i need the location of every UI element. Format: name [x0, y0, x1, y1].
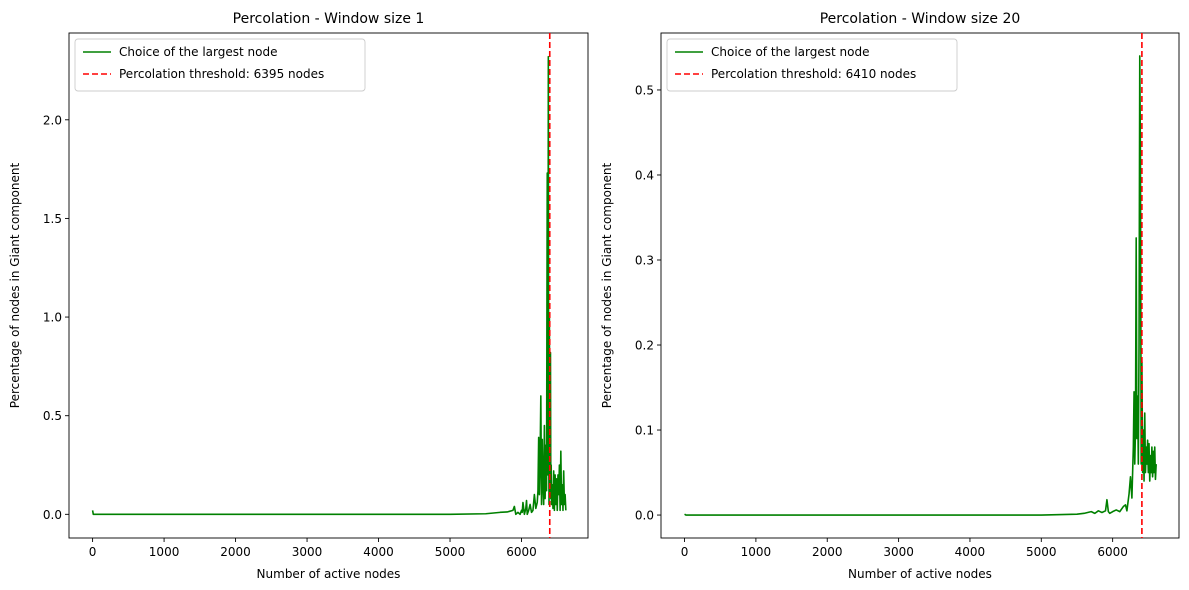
legend-label-series: Choice of the largest node	[119, 45, 277, 59]
x-tick-label: 2000	[220, 545, 251, 559]
x-axis-label: Number of active nodes	[257, 567, 401, 581]
legend-label-threshold: Percolation threshold: 6410 nodes	[711, 67, 916, 81]
x-tick-label: 1000	[741, 545, 772, 559]
y-tick-label: 0.5	[635, 83, 654, 97]
y-tick-label: 2.0	[43, 113, 62, 127]
y-tick-label: 0.0	[43, 508, 62, 522]
chart-window-size-1: Percolation - Window size 1 0 1000 2000 3000…	[8, 11, 588, 581]
plot-area-frame	[69, 33, 588, 538]
chart-window-size-20: Percolation - Window size 20 0 1000 2000 300…	[600, 11, 1179, 581]
y-tick-label: 0.3	[635, 253, 654, 267]
chart-title: Percolation - Window size 1	[233, 11, 425, 27]
x-tick-label: 3000	[883, 545, 914, 559]
x-tick-label: 2000	[812, 545, 843, 559]
y-axis-label: Percentage of nodes in Giant component	[600, 162, 614, 408]
x-tick-label: 6000	[506, 545, 537, 559]
x-tick-label: 0	[681, 545, 689, 559]
series-line-largest-node	[685, 56, 1157, 515]
y-tick-label: 1.0	[43, 311, 62, 325]
chart-title: Percolation - Window size 20	[820, 11, 1021, 27]
y-tick-label: 0.1	[635, 424, 654, 438]
x-tick-label: 4000	[955, 545, 986, 559]
legend-label-threshold: Percolation threshold: 6395 nodes	[119, 67, 324, 81]
x-tick-label: 1000	[149, 545, 180, 559]
y-tick-label: 0.2	[635, 339, 654, 353]
legend-label-series: Choice of the largest node	[711, 45, 869, 59]
x-tick-label: 5000	[435, 545, 466, 559]
x-tick-label: 6000	[1097, 545, 1128, 559]
plot-area-frame	[661, 33, 1179, 538]
x-tick-label: 4000	[363, 545, 394, 559]
y-tick-label: 0.4	[635, 168, 654, 182]
y-tick-label: 0.0	[635, 509, 654, 523]
x-tick-label: 5000	[1026, 545, 1057, 559]
x-tick-label: 0	[89, 545, 97, 559]
y-tick-label: 1.5	[43, 212, 62, 226]
x-tick-label: 3000	[292, 545, 323, 559]
series-line-largest-node	[93, 57, 566, 515]
y-tick-label: 0.5	[43, 409, 62, 423]
x-axis-label: Number of active nodes	[848, 567, 992, 581]
y-axis-label: Percentage of nodes in Giant component	[8, 162, 22, 408]
